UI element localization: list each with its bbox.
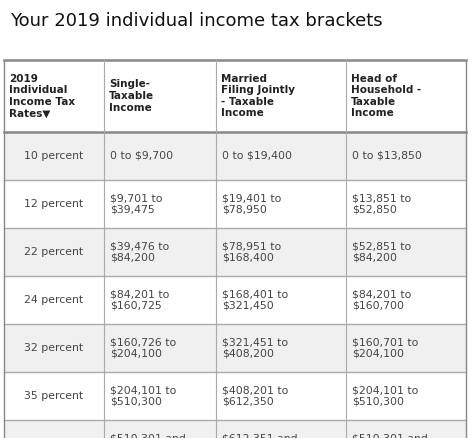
Text: $321,451 to
$408,200: $321,451 to $408,200: [222, 337, 288, 359]
Text: $408,201 to
$612,350: $408,201 to $612,350: [222, 385, 288, 407]
Text: $204,101 to
$510,300: $204,101 to $510,300: [110, 385, 176, 407]
Text: 12 percent: 12 percent: [25, 199, 83, 209]
Text: $19,401 to
$78,950: $19,401 to $78,950: [222, 193, 282, 215]
Text: 0 to $9,700: 0 to $9,700: [110, 151, 173, 161]
Bar: [4, 276, 466, 324]
Text: $160,726 to
$204,100: $160,726 to $204,100: [110, 337, 176, 359]
Text: $160,701 to
$204,100: $160,701 to $204,100: [352, 337, 419, 359]
Bar: [4, 372, 466, 420]
Text: $39,476 to
$84,200: $39,476 to $84,200: [110, 241, 169, 263]
Text: $9,701 to
$39,475: $9,701 to $39,475: [110, 193, 163, 215]
Text: $84,201 to
$160,700: $84,201 to $160,700: [352, 289, 411, 311]
Text: Single-
Taxable
Income: Single- Taxable Income: [109, 79, 154, 113]
Text: 2019
Individual
Income Tax
Rates▼: 2019 Individual Income Tax Rates▼: [9, 74, 75, 118]
Text: $612,351 and
up: $612,351 and up: [222, 433, 298, 438]
Bar: [4, 60, 466, 132]
Bar: [4, 324, 466, 372]
Bar: [4, 420, 466, 438]
Text: $78,951 to
$168,400: $78,951 to $168,400: [222, 241, 281, 263]
Text: 32 percent: 32 percent: [25, 343, 83, 353]
Text: 0 to $13,850: 0 to $13,850: [352, 151, 422, 161]
Text: Your 2019 individual income tax brackets: Your 2019 individual income tax brackets: [10, 12, 383, 30]
Text: Married
Filing Jointly
- Taxable
Income: Married Filing Jointly - Taxable Income: [221, 74, 295, 118]
Text: $52,851 to
$84,200: $52,851 to $84,200: [352, 241, 411, 263]
Text: $510,301 and
up: $510,301 and up: [352, 433, 428, 438]
Text: $204,101 to
$510,300: $204,101 to $510,300: [352, 385, 419, 407]
Text: 0 to $19,400: 0 to $19,400: [222, 151, 292, 161]
Text: $510,301 and
up: $510,301 and up: [110, 433, 186, 438]
Bar: [4, 132, 466, 180]
Text: $168,401 to
$321,450: $168,401 to $321,450: [222, 289, 288, 311]
Text: Head of
Household -
Taxable
Income: Head of Household - Taxable Income: [351, 74, 421, 118]
Bar: [4, 228, 466, 276]
Text: $84,201 to
$160,725: $84,201 to $160,725: [110, 289, 169, 311]
Text: 10 percent: 10 percent: [24, 151, 83, 161]
Bar: [4, 180, 466, 228]
Text: $13,851 to
$52,850: $13,851 to $52,850: [352, 193, 411, 215]
Text: 24 percent: 24 percent: [25, 295, 83, 305]
Text: 22 percent: 22 percent: [25, 247, 83, 257]
Text: 35 percent: 35 percent: [25, 391, 83, 401]
